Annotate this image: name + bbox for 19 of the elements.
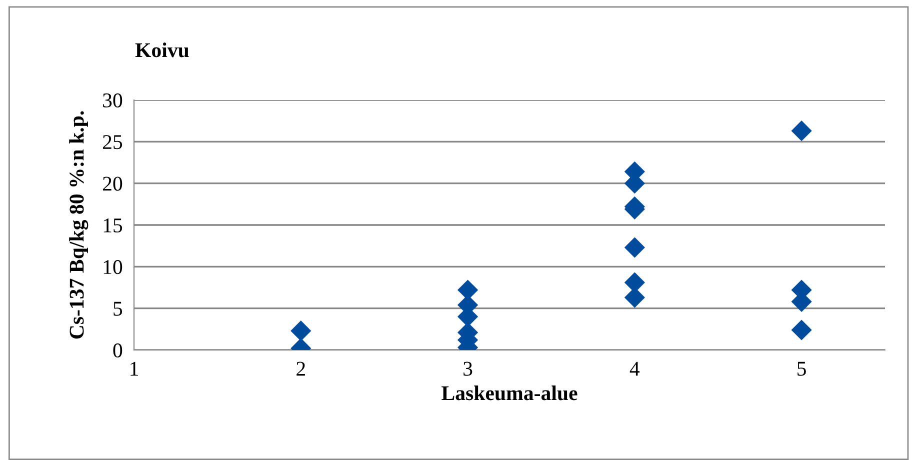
x-axis-title: Laskeuma-alue (442, 386, 578, 400)
x-tick-label: 1 (130, 362, 138, 376)
point (290, 320, 312, 342)
y-tick-label: 5 (114, 302, 122, 316)
y-tick-label: 10 (104, 260, 122, 274)
x-tick-label: 4 (630, 362, 640, 376)
y-tick-label: 20 (102, 176, 122, 191)
x-tick-label: 3 (464, 362, 472, 376)
x-tick-label: 5 (798, 362, 806, 376)
x-tick-label: 2 (296, 362, 305, 376)
chart-title: Koivu (135, 42, 189, 58)
y-tick-label: 0 (113, 343, 122, 358)
y-axis-title: Cs-137 Bq/kg 80 %:n k.p. (69, 111, 88, 339)
point (791, 320, 812, 340)
point (791, 120, 812, 142)
y-tick-label: 15 (104, 218, 122, 232)
y-tick-label: 30 (103, 93, 122, 108)
point (624, 237, 645, 258)
y-tick-label: 25 (102, 135, 122, 150)
